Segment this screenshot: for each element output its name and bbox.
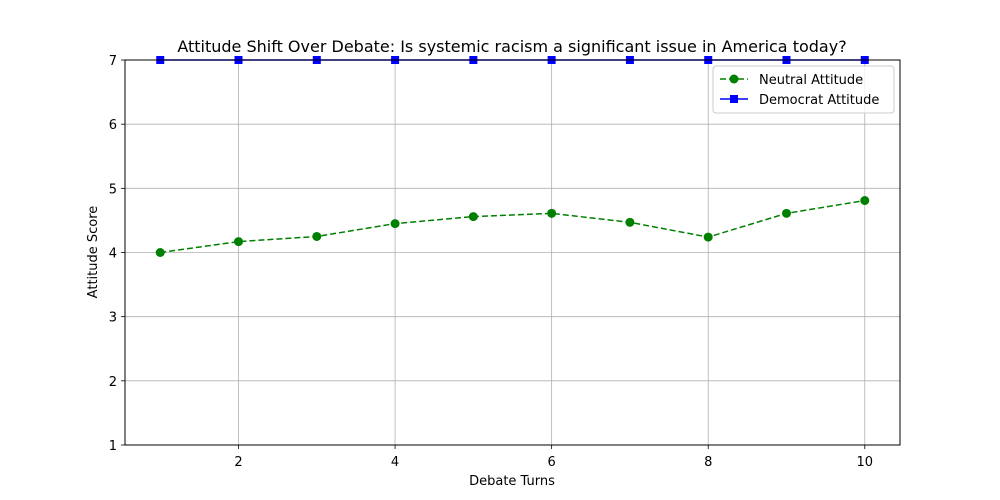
neutral-attitude-point: [625, 217, 635, 227]
chart-title: Attitude Shift Over Debate: Is systemic …: [177, 37, 846, 56]
y-tick-label: 3: [109, 311, 117, 326]
neutral-attitude-point: [155, 248, 165, 257]
neutral-attitude-point: [781, 208, 791, 218]
neutral-attitude-point: [312, 231, 322, 241]
x-tick-label: 10: [856, 455, 873, 470]
legend-marker-democrat-attitude: [730, 95, 738, 103]
legend: Neutral Attitude Democrat Attitude: [712, 65, 895, 114]
neutral-attitude-point: [234, 237, 244, 247]
neutral-attitude-point: [703, 232, 713, 242]
y-tick-label: 5: [109, 182, 117, 197]
neutral-attitude-point: [468, 212, 478, 222]
neutral-attitude-point: [860, 196, 870, 206]
y-tick-label: 2: [109, 375, 117, 390]
legend-label-democrat-attitude: Democrat Attitude: [759, 93, 879, 108]
x-tick-label: 6: [548, 455, 556, 470]
y-tick-label: 7: [109, 54, 117, 69]
x-tick-label: 4: [391, 455, 399, 470]
y-tick-label: 4: [109, 247, 117, 262]
x-tick-label: 8: [704, 455, 712, 470]
grid: [125, 59, 900, 446]
neutral-attitude-point: [390, 219, 400, 229]
x-axis-label: Debate Turns: [469, 474, 555, 489]
legend-marker-neutral-attitude: [729, 74, 739, 84]
y-axis-label: Attitude Score: [86, 206, 101, 299]
y-tick-label: 1: [109, 439, 117, 454]
neutral-attitude-line: [160, 199, 865, 254]
y-tick-label: 6: [109, 118, 117, 133]
x-tick-label: 2: [234, 455, 242, 470]
neutral-attitude-point: [547, 208, 557, 218]
legend-label-neutral-attitude: Neutral Attitude: [759, 73, 863, 88]
legend-box: [712, 65, 895, 114]
